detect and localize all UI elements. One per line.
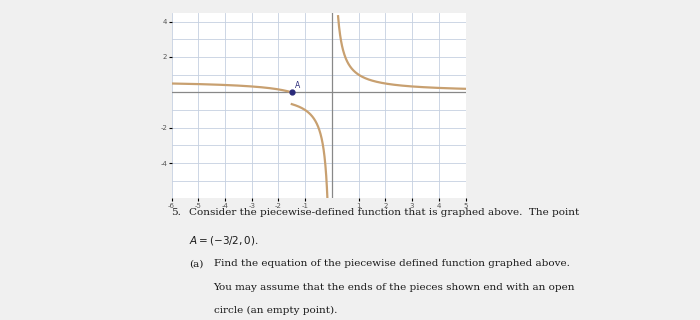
Text: 5.: 5. <box>172 208 181 217</box>
Text: circle (an empty point).: circle (an empty point). <box>214 306 337 315</box>
Text: Find the equation of the piecewise defined function graphed above.: Find the equation of the piecewise defin… <box>214 259 569 268</box>
Text: $A=(-3/2,0)$.: $A=(-3/2,0)$. <box>189 234 259 247</box>
Text: Consider the piecewise-defined function that is graphed above.  The point: Consider the piecewise-defined function … <box>189 208 580 217</box>
Text: A: A <box>295 81 300 90</box>
Text: You may assume that the ends of the pieces shown end with an open: You may assume that the ends of the piec… <box>214 283 575 292</box>
Text: (a): (a) <box>189 259 204 268</box>
